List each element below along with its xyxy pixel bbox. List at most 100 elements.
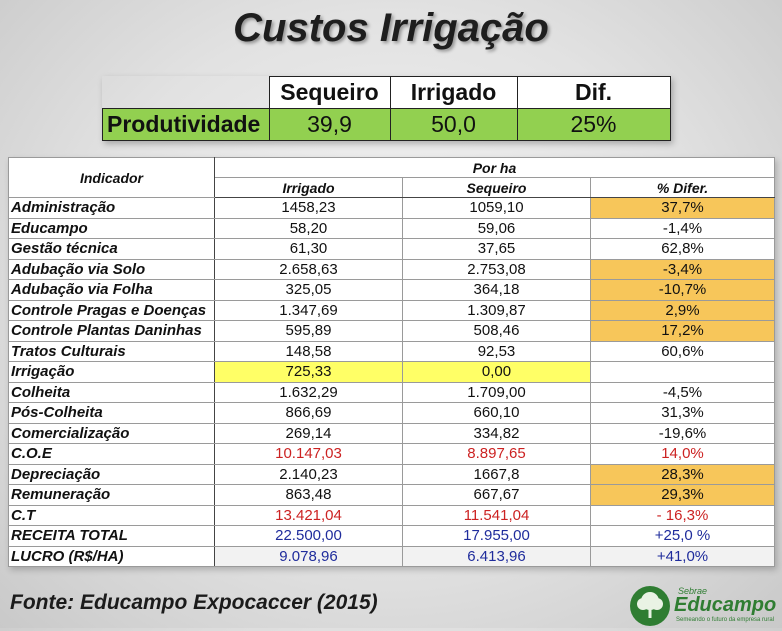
summary-value-dif: 25% <box>516 108 671 141</box>
row-indicator-cell: Comercialização <box>8 422 215 444</box>
cost-table: Indicador Por ha Irrigado Sequeiro % Dif… <box>8 157 775 567</box>
row-difer-cell: 2,9% <box>590 299 775 321</box>
row-irrigado-cell: 13.421,04 <box>214 504 403 526</box>
row-indicator-cell: Colheita <box>8 381 215 403</box>
cost-table-header-row-2: Irrigado Sequeiro % Difer. <box>9 177 775 198</box>
row-indicator-cell: Remuneração <box>8 484 215 506</box>
table-row: Administração 1458,23 1059,10 37,7% <box>8 197 775 219</box>
row-indicator-cell: Tratos Culturais <box>8 340 215 362</box>
summary-header-irrigado: Irrigado <box>389 76 518 109</box>
row-sequeiro-cell: 6.413,96 <box>402 545 591 567</box>
row-difer-cell: 62,8% <box>590 238 775 260</box>
row-sequeiro-cell: 1667,8 <box>402 463 591 485</box>
educampo-logo: Sebrae Educampo Semeando o futuro da emp… <box>630 584 778 628</box>
logo-small-text: Sebrae <box>678 586 708 596</box>
row-sequeiro-cell: 8.897,65 <box>402 443 591 465</box>
row-irrigado-cell: 10.147,03 <box>214 443 403 465</box>
summary-value-irrigado: 50,0 <box>389 108 518 141</box>
row-indicator-cell: Irrigação <box>8 361 215 383</box>
row-indicator-cell: C.O.E <box>8 443 215 465</box>
table-row: Adubação via Solo 2.658,63 2.753,08 -3,4% <box>8 258 775 280</box>
row-difer-cell: 28,3% <box>590 463 775 485</box>
row-sequeiro-cell: 17.955,00 <box>402 525 591 547</box>
summary-value-sequeiro: 39,9 <box>268 108 391 141</box>
row-irrigado-cell: 1.632,29 <box>214 381 403 403</box>
table-row: Educampo 58,20 59,06 -1,4% <box>8 217 775 239</box>
table-row: Colheita 1.632,29 1.709,00 -4,5% <box>8 381 775 403</box>
row-sequeiro-cell: 37,65 <box>402 238 591 260</box>
row-difer-cell: -19,6% <box>590 422 775 444</box>
cost-table-body: Administração 1458,23 1059,10 37,7% Educampo… <box>8 197 775 567</box>
row-difer-cell: 31,3% <box>590 402 775 424</box>
row-irrigado-cell: 148,58 <box>214 340 403 362</box>
row-irrigado-cell: 9.078,96 <box>214 545 403 567</box>
row-indicator-cell: Controle Plantas Daninhas <box>8 320 215 342</box>
row-indicator-cell: Adubação via Folha <box>8 279 215 301</box>
table-row: C.T 13.421,04 11.541,04- 16,3% <box>8 504 775 526</box>
tree-logo-icon <box>630 586 670 626</box>
table-row: Depreciação 2.140,23 1667,8 28,3% <box>8 463 775 485</box>
summary-header-sequeiro: Sequeiro <box>268 76 391 109</box>
header-sequeiro: Sequeiro <box>402 177 591 198</box>
table-row: Controle Pragas e Doenças 1.347,69 1.309,8… <box>8 299 775 321</box>
row-difer-cell: +41,0% <box>590 545 775 567</box>
row-irrigado-cell: 61,30 <box>214 238 403 260</box>
row-indicator-cell: Controle Pragas e Doenças <box>8 299 215 321</box>
row-sequeiro-cell: 1.309,87 <box>402 299 591 321</box>
logo-brand-text: Educampo <box>674 594 777 616</box>
table-row: Irrigação 725,33 0,00 <box>8 361 775 383</box>
row-indicator-cell: LUCRO (R$/HA) <box>8 545 215 567</box>
row-sequeiro-cell: 667,67 <box>402 484 591 506</box>
row-difer-cell: - 16,3% <box>590 504 775 526</box>
row-irrigado-cell: 863,48 <box>214 484 403 506</box>
table-row: Adubação via Folha 325,05 364,18 -10,7% <box>8 279 775 301</box>
row-irrigado-cell: 1458,23 <box>214 197 403 219</box>
summary-header-dif: Dif. <box>516 76 671 109</box>
row-indicator-cell: Administração <box>8 197 215 219</box>
summary-header-row: Sequeiro Irrigado Dif. <box>102 76 671 109</box>
header-indicador: Indicador <box>8 157 215 198</box>
row-difer-cell: 17,2% <box>590 320 775 342</box>
row-sequeiro-cell: 59,06 <box>402 217 591 239</box>
table-row: C.O.E 10.147,03 8.897,65 14,0% <box>8 443 775 465</box>
header-difer: % Difer. <box>590 177 775 198</box>
page-title: Custos Irrigação <box>233 6 549 50</box>
row-difer-cell: -4,5% <box>590 381 775 403</box>
row-difer-cell: -10,7% <box>590 279 775 301</box>
row-difer-cell: +25,0 % <box>590 525 775 547</box>
row-sequeiro-cell: 660,10 <box>402 402 591 424</box>
row-indicator-cell: Adubação via Solo <box>8 258 215 280</box>
table-row: Comercialização 269,14 334,82 -19,6% <box>8 422 775 444</box>
row-indicator-cell: C.T <box>8 504 215 526</box>
table-row: Gestão técnica 61,30 37,65 62,8% <box>8 238 775 260</box>
row-irrigado-cell: 1.347,69 <box>214 299 403 321</box>
row-difer-cell: -3,4% <box>590 258 775 280</box>
row-difer-cell: 14,0% <box>590 443 775 465</box>
row-indicator-cell: Gestão técnica <box>8 238 215 260</box>
table-row: LUCRO (R$/HA) 9.078,96 6.413,96 +41,0% <box>8 545 775 567</box>
table-row: Tratos Culturais 148,58 92,53 60,6% <box>8 340 775 362</box>
row-sequeiro-cell: 1059,10 <box>402 197 591 219</box>
row-sequeiro-cell: 2.753,08 <box>402 258 591 280</box>
row-indicator-cell: RECEITA TOTAL <box>8 525 215 547</box>
summary-productivity-row: Produtividade 39,9 50,0 25% <box>102 108 671 141</box>
source-caption: Fonte: Educampo Expocaccer (2015) <box>10 591 378 614</box>
table-row: Pós-Colheita 866,69 660,10 31,3% <box>8 402 775 424</box>
row-irrigado-cell: 2.658,63 <box>214 258 403 280</box>
header-por-ha: Por ha <box>214 157 775 178</box>
header-irrigado: Irrigado <box>214 177 403 198</box>
table-row: Controle Plantas Daninhas 595,89 508,46 17,… <box>8 320 775 342</box>
row-indicator-cell: Depreciação <box>8 463 215 485</box>
summary-label: Produtividade <box>102 108 270 141</box>
table-row: RECEITA TOTAL 22.500,00 17.955,00 +25,0 % <box>8 525 775 547</box>
row-sequeiro-cell: 0,00 <box>402 361 591 383</box>
cost-table-header-row-1: Indicador Por ha <box>8 157 775 198</box>
row-sequeiro-cell: 334,82 <box>402 422 591 444</box>
row-irrigado-cell: 2.140,23 <box>214 463 403 485</box>
row-irrigado-cell: 866,69 <box>214 402 403 424</box>
summary-corner-cell <box>102 76 270 109</box>
row-difer-cell: -1,4% <box>590 217 775 239</box>
productivity-summary-table: Sequeiro Irrigado Dif. Produtividade 39,… <box>102 76 671 141</box>
row-difer-cell <box>590 361 775 383</box>
row-sequeiro-cell: 508,46 <box>402 320 591 342</box>
